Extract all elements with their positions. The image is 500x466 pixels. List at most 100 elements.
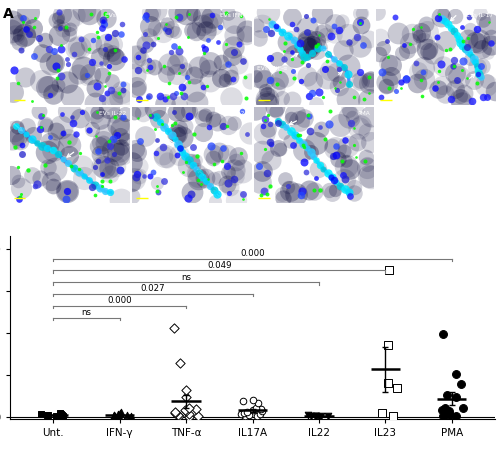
Text: EVs IL-23: EVs IL-23 (221, 111, 248, 116)
Point (230, 48, 238, 56)
Point (98, 183, 106, 190)
Point (14, 132, 22, 139)
Point (332, 178, 340, 185)
Point (474, 40, 482, 47)
Point (215, 174, 223, 182)
Point (110, 95, 118, 103)
Point (172, 131, 180, 139)
Point (484, 21, 492, 28)
Point (404, 46, 411, 54)
Point (224, 122, 232, 129)
Point (154, 188, 162, 195)
Point (400, 41, 407, 49)
Point (446, 45, 454, 52)
Point (133, 170, 141, 178)
Point (278, 190, 286, 198)
Point (172, 55, 180, 63)
Point (450, 62, 458, 69)
Point (206, 77, 214, 85)
Point (130, 72, 138, 79)
Point (260, 116, 268, 124)
Point (274, 117, 282, 125)
Point (188, 161, 196, 168)
Point (182, 152, 190, 160)
Point (284, 182, 292, 190)
Point (132, 173, 140, 180)
Point (170, 93, 177, 100)
Point (397, 78, 405, 85)
Point (243, 408, 251, 416)
Point (178, 134, 186, 141)
Point (388, 61, 396, 69)
Point (172, 13, 179, 21)
Point (363, 128, 371, 136)
Point (246, 411, 254, 419)
Point (267, 157, 275, 164)
Point (223, 163, 231, 170)
Point (19, 14, 27, 22)
Point (174, 43, 182, 50)
Point (300, 158, 308, 165)
Point (38, 49, 46, 57)
Point (58, 411, 66, 418)
Point (434, 85, 442, 93)
Point (292, 190, 300, 198)
Point (316, 161, 324, 168)
Point (441, 18, 449, 25)
Point (76, 114, 84, 121)
Point (199, 14, 207, 21)
Point (456, 39, 464, 47)
Point (292, 52, 300, 60)
Point (182, 407, 190, 415)
Point (154, 34, 162, 41)
Point (130, 110, 138, 117)
Point (86, 10, 94, 18)
Point (208, 13, 216, 21)
Point (312, 412, 320, 419)
Point (302, 13, 310, 20)
Point (91, 192, 99, 199)
Point (327, 173, 335, 180)
Point (384, 266, 392, 273)
Point (491, 87, 499, 94)
Point (316, 123, 324, 131)
Point (448, 24, 456, 32)
Point (266, 54, 274, 62)
Point (176, 359, 184, 367)
Point (103, 157, 111, 164)
Point (176, 412, 184, 419)
Point (160, 177, 168, 185)
Point (456, 96, 464, 103)
Point (213, 190, 221, 198)
Point (258, 22, 266, 29)
Point (228, 52, 235, 60)
Point (256, 178, 264, 186)
Point (474, 66, 482, 74)
Point (356, 21, 364, 29)
Point (268, 29, 276, 36)
Point (206, 60, 214, 67)
Point (202, 178, 210, 185)
Point (171, 136, 179, 143)
Point (461, 45, 469, 53)
Point (232, 197, 239, 204)
Point (140, 41, 148, 48)
Point (237, 12, 245, 19)
Point (64, 16, 72, 24)
Point (280, 55, 288, 63)
Point (94, 147, 102, 155)
Point (452, 370, 460, 377)
Point (164, 127, 172, 135)
Point (227, 74, 235, 81)
Point (441, 404, 449, 411)
Point (336, 122, 344, 129)
Point (82, 71, 90, 79)
Point (312, 139, 320, 147)
Point (224, 68, 232, 75)
Point (308, 89, 316, 97)
Point (238, 107, 246, 114)
Point (376, 34, 384, 41)
Point (253, 412, 261, 420)
Point (180, 92, 188, 99)
Point (316, 186, 324, 193)
